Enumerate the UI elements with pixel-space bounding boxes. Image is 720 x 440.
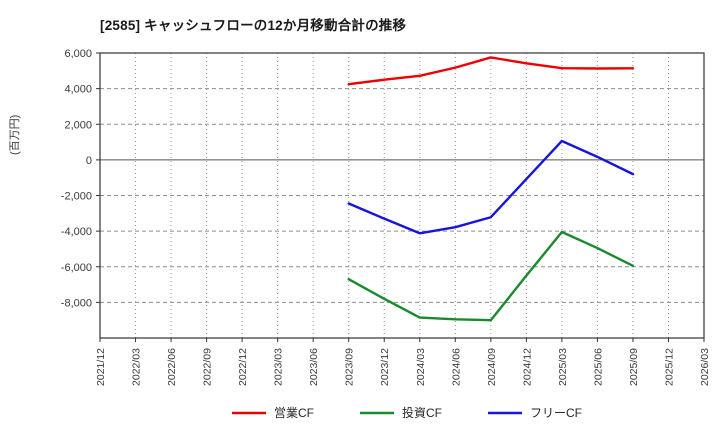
x-tick-label: 2023/06 bbox=[308, 348, 320, 386]
series-line bbox=[347, 230, 635, 322]
x-tick-label: 2025/09 bbox=[628, 348, 640, 386]
page-title: [2585] キャッシュフローの12か月移動合計の推移 bbox=[100, 18, 407, 33]
data-series bbox=[347, 56, 635, 322]
y-tick-label: 0 bbox=[86, 155, 92, 167]
x-tick-label: 2024/12 bbox=[521, 348, 533, 386]
x-tick-label: 2026/03 bbox=[699, 348, 711, 386]
x-tick-label: 2025/03 bbox=[557, 348, 569, 386]
y-tick-label: -8,000 bbox=[61, 297, 92, 309]
x-tick-label: 2022/03 bbox=[131, 348, 143, 386]
x-tick-label: 2024/06 bbox=[450, 348, 462, 386]
chart-legend: 営業CF 投資CF フリーCF bbox=[232, 405, 582, 420]
x-tick-label: 2021/12 bbox=[95, 348, 107, 386]
legend-label: フリーCF bbox=[530, 406, 582, 420]
legend-label: 営業CF bbox=[274, 406, 314, 420]
y-tick-label: -4,000 bbox=[61, 226, 92, 238]
x-tick-label: 2022/09 bbox=[202, 348, 214, 386]
series-line bbox=[347, 56, 635, 86]
y-axis-ticks: 6,000 4,000 2,000 0 -2,000 -4,000 -6,000 -8,000 bbox=[61, 48, 100, 309]
y-tick-label: 6,000 bbox=[64, 48, 92, 60]
x-tick-label: 2024/09 bbox=[486, 348, 498, 386]
x-tick-label: 2024/03 bbox=[415, 348, 427, 386]
x-axis-ticks: 2021/12 2022/03 2022/06 2022/09 2022/12 2023/… bbox=[95, 338, 711, 386]
x-tick-label: 2023/03 bbox=[273, 348, 285, 386]
series-line bbox=[347, 139, 635, 235]
x-tick-label: 2022/12 bbox=[237, 348, 249, 386]
x-tick-label: 2023/09 bbox=[344, 348, 356, 386]
y-tick-label: -6,000 bbox=[61, 262, 92, 274]
legend-label: 投資CF bbox=[402, 405, 442, 420]
x-tick-label: 2025/12 bbox=[663, 348, 675, 386]
y-tick-label: 2,000 bbox=[64, 119, 92, 131]
x-tick-label: 2023/12 bbox=[379, 348, 391, 386]
x-tick-label: 2022/06 bbox=[166, 348, 178, 386]
grid-lines bbox=[99, 52, 705, 338]
y-tick-label: 4,000 bbox=[64, 84, 92, 96]
y-tick-label: -2,000 bbox=[61, 191, 92, 203]
x-tick-label: 2025/06 bbox=[592, 348, 604, 386]
